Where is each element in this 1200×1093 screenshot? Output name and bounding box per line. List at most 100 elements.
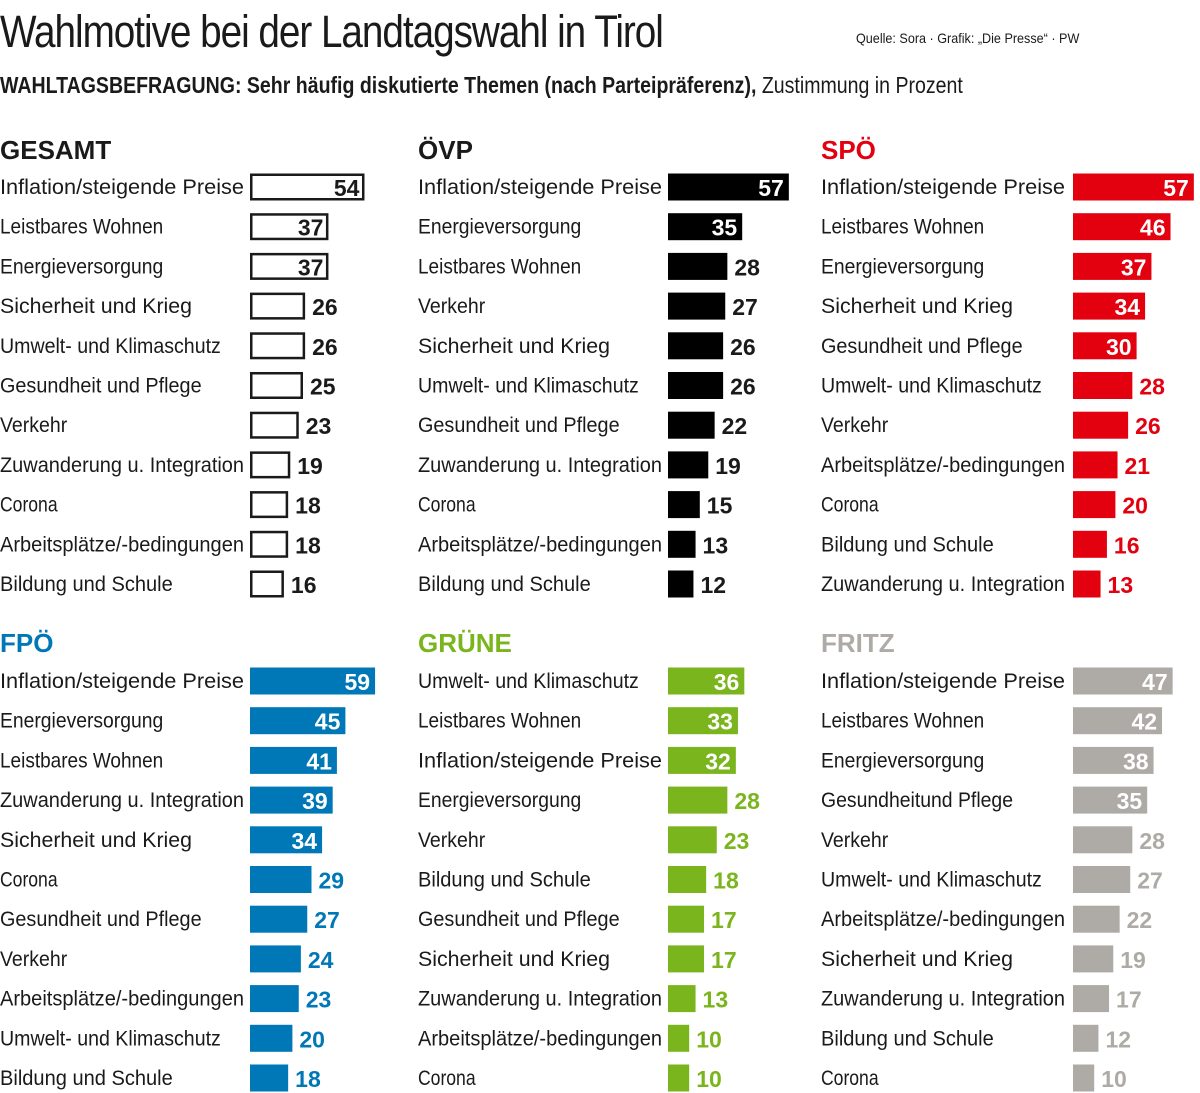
category-label: Verkehr xyxy=(821,829,888,852)
category-label: Verkehr xyxy=(0,948,67,971)
bar xyxy=(1073,292,1146,320)
bar xyxy=(250,372,303,399)
bar xyxy=(250,866,312,893)
category-label: Umwelt- und Klimaschutz xyxy=(0,1027,221,1050)
category-label: Umwelt- und Klimaschutz xyxy=(821,375,1042,398)
chart-heading: FRITZ xyxy=(821,628,895,658)
bar xyxy=(1073,905,1120,933)
bar xyxy=(668,252,728,280)
bar xyxy=(1073,826,1133,854)
category-label: Zuwanderung u. Integration xyxy=(0,789,244,812)
bar xyxy=(250,905,308,933)
category-label: Zuwanderung u. Integration xyxy=(418,988,662,1011)
bar xyxy=(668,1064,690,1092)
value-label: 23 xyxy=(724,828,750,854)
bar xyxy=(668,826,717,854)
bar xyxy=(668,372,724,399)
category-label: Leistbares Wohnen xyxy=(418,255,581,278)
category-label: Zuwanderung u. Integration xyxy=(821,573,1065,596)
chart-heading: ÖVP xyxy=(418,135,473,165)
value-label: 20 xyxy=(1122,493,1148,519)
bar xyxy=(250,173,365,201)
bar xyxy=(250,667,376,695)
category-label: Corona xyxy=(418,1067,476,1090)
chart-title: Wahlmotive bei der Landtagswahl in Tirol xyxy=(0,6,664,57)
value-label: 22 xyxy=(722,413,748,439)
bar xyxy=(668,530,696,558)
category-label: Sicherheit und Krieg xyxy=(0,295,192,318)
category-label: Inflation/steigende Preise xyxy=(0,670,244,693)
value-label: 12 xyxy=(1105,1026,1131,1052)
value-label: 26 xyxy=(730,374,756,400)
value-label: 29 xyxy=(318,868,344,894)
value-label: 45 xyxy=(315,709,341,735)
category-label: Inflation/steigende Preise xyxy=(821,670,1065,693)
bar xyxy=(668,1024,690,1052)
bar xyxy=(1073,866,1131,893)
category-label: Leistbares Wohnen xyxy=(0,749,163,772)
bar xyxy=(1073,667,1173,695)
subtitle-bold: WAHLTAGSBEFRAGUNG: Sehr häufig diskutier… xyxy=(0,72,757,98)
category-label: Gesundheit und Pflege xyxy=(821,335,1023,358)
value-label: 23 xyxy=(306,413,332,439)
chart-grüne: GRÜNE Umwelt- und Klimaschutz 36 Leistbares… xyxy=(418,628,760,1092)
value-label: 28 xyxy=(1139,374,1165,400)
bar xyxy=(1073,491,1116,519)
category-label: Zuwanderung u. Integration xyxy=(418,454,662,477)
value-label: 19 xyxy=(1120,947,1146,973)
category-label: Bildung und Schule xyxy=(821,1027,994,1050)
category-label: Corona xyxy=(418,494,476,517)
category-label: Inflation/steigende Preise xyxy=(418,749,662,772)
value-label: 16 xyxy=(1114,532,1140,558)
value-label: 26 xyxy=(312,334,338,360)
value-label: 16 xyxy=(291,572,317,598)
value-label: 18 xyxy=(295,493,321,519)
category-label: Inflation/steigende Preise xyxy=(0,176,244,199)
bar xyxy=(250,1024,293,1052)
value-label: 35 xyxy=(712,215,738,241)
category-label: Energieversorgung xyxy=(418,216,581,239)
bar xyxy=(668,746,736,774)
chart-gesamt: GESAMT Inflation/steigende Preise 54 Leistb… xyxy=(0,135,365,598)
category-label: Arbeitsplätze/-bedingungen xyxy=(821,454,1065,477)
bar xyxy=(250,213,329,241)
category-label: Corona xyxy=(0,494,58,517)
category-label: Gesundheit und Pflege xyxy=(418,414,620,437)
value-label: 37 xyxy=(298,215,324,241)
category-label: Zuwanderung u. Integration xyxy=(821,988,1065,1011)
bar xyxy=(1073,173,1194,201)
category-label: Umwelt- und Klimaschutz xyxy=(821,869,1042,892)
bar xyxy=(250,411,299,439)
value-label: 10 xyxy=(696,1066,722,1092)
bar xyxy=(1073,985,1110,1013)
value-label: 47 xyxy=(1142,669,1168,695)
bar xyxy=(668,213,743,241)
source-note: Quelle: Sora · Grafik: „Die Presse“ · PW xyxy=(856,30,1080,46)
value-label: 57 xyxy=(758,175,784,201)
category-label: Bildung und Schule xyxy=(418,573,591,596)
category-label: Gesundheit und Pflege xyxy=(418,908,620,931)
category-label: Verkehr xyxy=(418,829,485,852)
bar xyxy=(250,746,337,774)
value-label: 17 xyxy=(711,947,737,973)
category-label: Arbeitsplätze/-bedingungen xyxy=(0,533,244,556)
category-label: Corona xyxy=(821,494,879,517)
category-label: Verkehr xyxy=(821,414,888,437)
bar xyxy=(250,491,289,519)
bar xyxy=(668,491,700,519)
category-label: Bildung und Schule xyxy=(418,869,591,892)
category-label: Verkehr xyxy=(418,295,485,318)
bar xyxy=(668,411,715,439)
bar xyxy=(1073,372,1133,399)
value-label: 20 xyxy=(299,1026,325,1052)
category-label: Energieversorgung xyxy=(821,749,984,772)
category-label: Zuwanderung u. Integration xyxy=(0,454,244,477)
category-label: Verkehr xyxy=(0,414,67,437)
category-label: Energieversorgung xyxy=(418,789,581,812)
bar xyxy=(250,292,306,320)
value-label: 17 xyxy=(1116,987,1142,1013)
bar xyxy=(250,707,346,735)
bar xyxy=(668,451,709,479)
value-label: 35 xyxy=(1117,788,1143,814)
